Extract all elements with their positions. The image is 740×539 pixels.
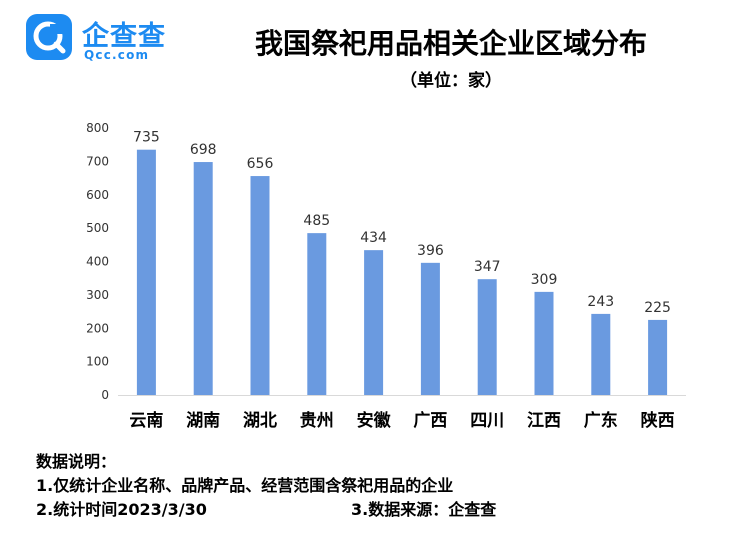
y-tick-label: 500 [86,221,109,235]
brand-name-cn: 企查查 [82,21,166,52]
bar [364,250,384,395]
notes: 数据说明： 1.仅统计企业名称、品牌产品、经营范围含祭祀用品的企业 2.统计时间… [36,450,736,522]
y-tick-label: 0 [101,388,109,402]
bar [136,149,156,395]
qcc-logo-icon [26,14,72,60]
chart-title: 我国祭祀用品相关企业区域分布 [254,27,647,60]
data-label: 485 [303,213,330,229]
y-tick-label: 300 [86,288,109,302]
notes-date: 2.统计时间2023/3/30 [36,500,207,519]
data-label: 698 [190,142,217,158]
notes-line-1: 1.仅统计企业名称、品牌产品、经营范围含祭祀用品的企业 [36,476,454,495]
x-tick-label: 陕西 [641,410,675,431]
y-tick-label: 800 [86,121,109,135]
brand-name-en: Qcc.com [84,48,150,62]
notes-source: 3.数据来源：企查查 [351,500,497,519]
bar [591,313,611,395]
bars [136,149,668,395]
notes-heading: 数据说明： [36,452,117,471]
chart-unit: （单位：家） [400,71,502,91]
x-tick-label: 广东 [584,410,618,431]
bar-chart: 0 100 200 300 400 500 600 700 800 735 698 656 485 43… [86,121,686,431]
x-tick-label: 广西 [413,410,447,431]
data-label: 225 [644,300,671,316]
y-tick-label: 700 [86,154,109,168]
bar [420,262,440,395]
y-tick-label: 200 [86,321,109,335]
x-tick-label: 四川 [470,411,504,431]
data-label: 309 [531,272,558,288]
x-tick-label: 湖北 [243,411,277,431]
data-label: 243 [587,294,614,310]
data-label: 434 [360,230,387,246]
data-label: 347 [474,259,501,275]
x-tick-label: 贵州 [300,410,334,431]
y-axis: 0 100 200 300 400 500 600 700 800 [86,121,109,402]
x-axis: 云南 湖南 湖北 贵州 安徽 广西 四川 江西 广东 陕西 [129,410,674,431]
bar [534,291,554,395]
bar [250,176,270,395]
bar [648,319,668,395]
x-tick-label: 安徽 [357,410,392,431]
x-tick-label: 云南 [129,410,163,431]
x-tick-label: 湖南 [186,410,220,431]
data-labels: 735 698 656 485 434 396 347 309 243 225 [133,130,671,316]
bar [477,279,497,395]
notes-line-2: 2.统计时间2023/3/30 3.数据来源：企查查 [36,498,736,522]
data-label: 656 [247,156,274,172]
bar [307,233,327,395]
x-tick-label: 江西 [527,411,561,431]
bar [193,162,213,395]
y-tick-label: 600 [86,188,109,202]
y-tick-label: 400 [86,255,109,269]
data-label: 396 [417,243,444,259]
y-tick-label: 100 [86,355,109,369]
data-label: 735 [133,130,160,146]
brand-logo: 企查查 Qcc.com [26,14,176,66]
